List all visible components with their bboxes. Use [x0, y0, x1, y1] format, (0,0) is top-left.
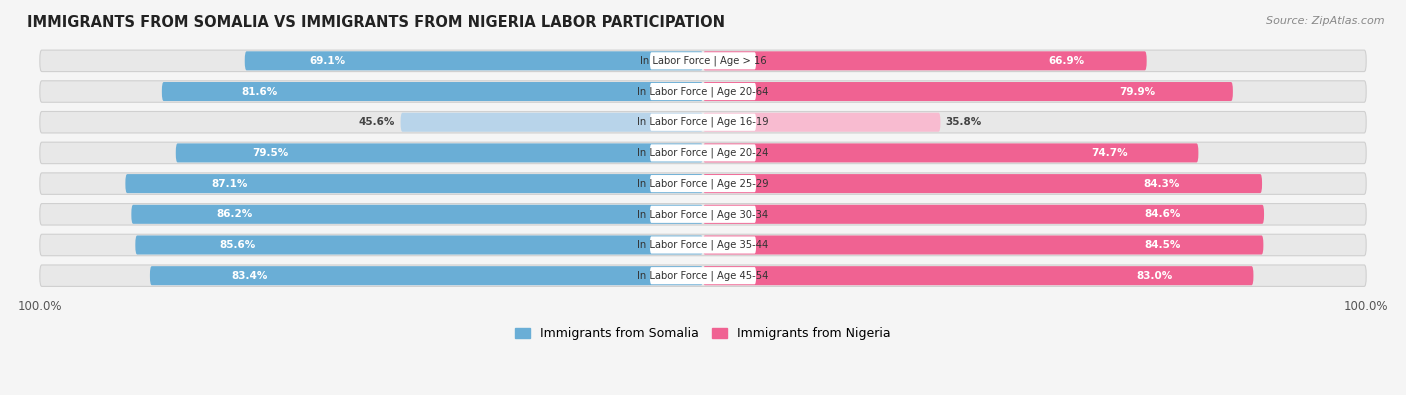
- Text: 84.3%: 84.3%: [1143, 179, 1180, 188]
- FancyBboxPatch shape: [650, 83, 756, 100]
- FancyBboxPatch shape: [650, 267, 756, 284]
- Text: 84.6%: 84.6%: [1144, 209, 1181, 219]
- FancyBboxPatch shape: [39, 50, 1367, 71]
- FancyBboxPatch shape: [39, 265, 1367, 286]
- Text: 87.1%: 87.1%: [211, 179, 247, 188]
- FancyBboxPatch shape: [39, 111, 1367, 133]
- Text: 35.8%: 35.8%: [946, 117, 981, 127]
- Text: 79.9%: 79.9%: [1119, 87, 1156, 96]
- FancyBboxPatch shape: [703, 205, 1264, 224]
- FancyBboxPatch shape: [150, 266, 703, 285]
- FancyBboxPatch shape: [650, 52, 756, 70]
- Text: In Labor Force | Age 25-29: In Labor Force | Age 25-29: [637, 179, 769, 189]
- Text: 69.1%: 69.1%: [309, 56, 346, 66]
- FancyBboxPatch shape: [703, 143, 1198, 162]
- FancyBboxPatch shape: [39, 203, 1367, 225]
- FancyBboxPatch shape: [703, 174, 1263, 193]
- Text: In Labor Force | Age > 16: In Labor Force | Age > 16: [640, 56, 766, 66]
- Text: In Labor Force | Age 30-34: In Labor Force | Age 30-34: [637, 209, 769, 220]
- FancyBboxPatch shape: [650, 114, 756, 131]
- Text: 83.0%: 83.0%: [1136, 271, 1173, 281]
- FancyBboxPatch shape: [39, 234, 1367, 256]
- FancyBboxPatch shape: [650, 206, 756, 223]
- FancyBboxPatch shape: [650, 175, 756, 192]
- Text: 66.9%: 66.9%: [1049, 56, 1085, 66]
- Text: 45.6%: 45.6%: [359, 117, 395, 127]
- Text: In Labor Force | Age 16-19: In Labor Force | Age 16-19: [637, 117, 769, 128]
- FancyBboxPatch shape: [176, 143, 703, 162]
- FancyBboxPatch shape: [703, 113, 941, 132]
- FancyBboxPatch shape: [703, 51, 1147, 70]
- Text: Source: ZipAtlas.com: Source: ZipAtlas.com: [1267, 16, 1385, 26]
- Text: IMMIGRANTS FROM SOMALIA VS IMMIGRANTS FROM NIGERIA LABOR PARTICIPATION: IMMIGRANTS FROM SOMALIA VS IMMIGRANTS FR…: [27, 15, 724, 30]
- Text: In Labor Force | Age 45-54: In Labor Force | Age 45-54: [637, 271, 769, 281]
- FancyBboxPatch shape: [703, 266, 1253, 285]
- FancyBboxPatch shape: [245, 51, 703, 70]
- Text: 86.2%: 86.2%: [217, 209, 252, 219]
- Text: 84.5%: 84.5%: [1144, 240, 1181, 250]
- Text: In Labor Force | Age 20-64: In Labor Force | Age 20-64: [637, 86, 769, 97]
- FancyBboxPatch shape: [135, 235, 703, 254]
- Text: 79.5%: 79.5%: [253, 148, 288, 158]
- FancyBboxPatch shape: [39, 142, 1367, 164]
- FancyBboxPatch shape: [401, 113, 703, 132]
- FancyBboxPatch shape: [39, 81, 1367, 102]
- Text: 85.6%: 85.6%: [219, 240, 256, 250]
- FancyBboxPatch shape: [131, 205, 703, 224]
- FancyBboxPatch shape: [703, 82, 1233, 101]
- FancyBboxPatch shape: [650, 144, 756, 162]
- Text: 81.6%: 81.6%: [242, 87, 277, 96]
- Text: 83.4%: 83.4%: [231, 271, 267, 281]
- Text: 74.7%: 74.7%: [1091, 148, 1128, 158]
- FancyBboxPatch shape: [39, 173, 1367, 194]
- FancyBboxPatch shape: [650, 236, 756, 254]
- FancyBboxPatch shape: [125, 174, 703, 193]
- Text: In Labor Force | Age 20-24: In Labor Force | Age 20-24: [637, 148, 769, 158]
- Legend: Immigrants from Somalia, Immigrants from Nigeria: Immigrants from Somalia, Immigrants from…: [510, 322, 896, 346]
- FancyBboxPatch shape: [703, 235, 1264, 254]
- Text: In Labor Force | Age 35-44: In Labor Force | Age 35-44: [637, 240, 769, 250]
- FancyBboxPatch shape: [162, 82, 703, 101]
